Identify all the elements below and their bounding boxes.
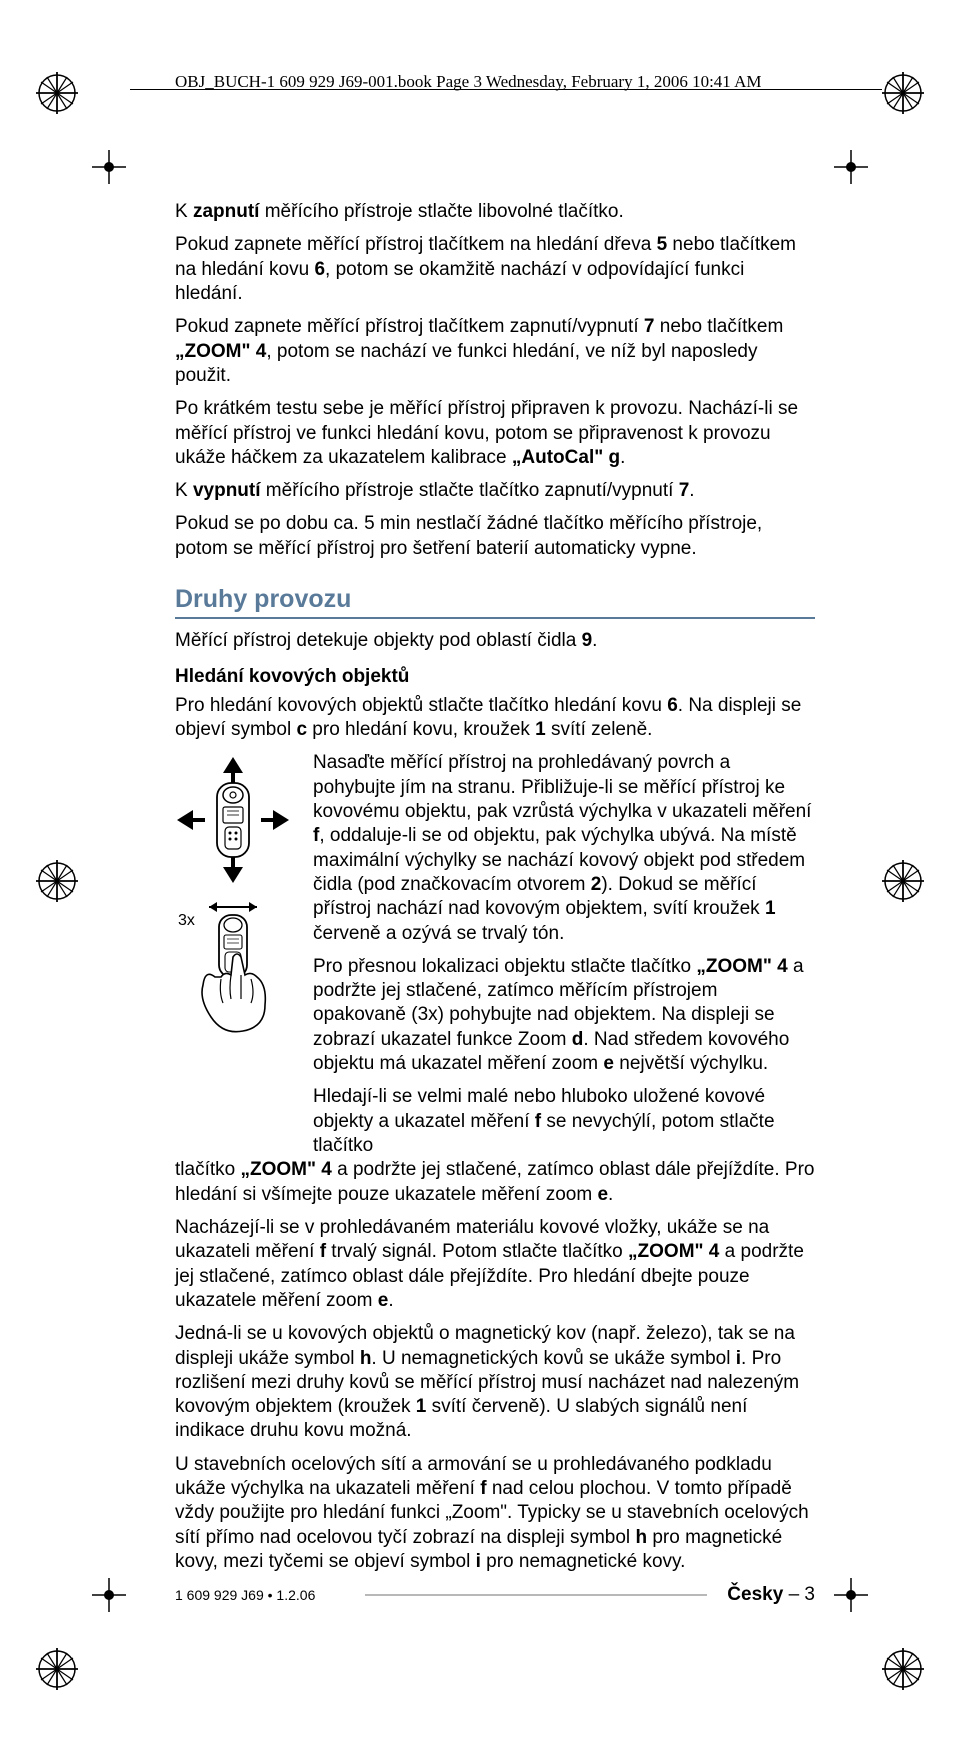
paragraph: Pro hledání kovových objektů stlačte tla…: [175, 694, 815, 743]
paragraph: Hledají-li se velmi malé nebo hluboko ul…: [313, 1085, 815, 1158]
page: OBJ_BUCH-1 609 929 J69-001.book Page 3 W…: [0, 0, 960, 1762]
footer-page: 3: [804, 1584, 815, 1606]
paragraph: K vypnutí měřícího přístroje stlačte tla…: [175, 479, 815, 503]
paragraph: Pokud zapnete měřící přístroj tlačítkem …: [175, 315, 815, 388]
footer-lang: Česky: [727, 1584, 783, 1606]
heading-druhy-provozu: Druhy provozu: [175, 583, 815, 615]
edge-mark-icon: [92, 150, 126, 184]
paragraph: Pokud zapnete měřící přístroj tlačítkem …: [175, 233, 815, 306]
footer-rule: [365, 1594, 707, 1596]
device-arrows-icon: [175, 755, 291, 885]
paragraph: Pokud se po dobu ca. 5 min nestlačí žádn…: [175, 512, 815, 561]
content: K zapnutí měřícího přístroje stlačte lib…: [175, 200, 815, 1583]
edge-mark-icon: [92, 1578, 126, 1612]
paragraph: U stavebních ocelových sítí a armování s…: [175, 1453, 815, 1575]
subheading-hledani: Hledání kovových objektů: [175, 665, 815, 689]
crop-mark-icon: [882, 72, 924, 114]
paragraph: Nacházejí-li se v prohledávaném materiál…: [175, 1216, 815, 1313]
edge-mark-icon: [834, 150, 868, 184]
illustration-block: 3x: [175, 751, 815, 1158]
edge-mark-icon: [834, 1578, 868, 1612]
crop-mark-icon: [36, 860, 78, 902]
paragraph: K zapnutí měřícího přístroje stlačte lib…: [175, 200, 815, 224]
header-text: OBJ_BUCH-1 609 929 J69-001.book Page 3 W…: [175, 72, 762, 92]
footer: 1 609 929 J69 • 1.2.06 Česky – 3: [175, 1584, 815, 1606]
device-hand-icon: 3x: [175, 899, 291, 1039]
heading-rule: [175, 617, 815, 619]
crop-mark-icon: [36, 72, 78, 114]
paragraph: Pro přesnou lokalizaci objektu stlačte t…: [313, 955, 815, 1077]
crop-mark-icon: [882, 1648, 924, 1690]
paragraph: tlačítko „ZOOM" 4 a podržte jej stlačené…: [175, 1158, 815, 1207]
crop-mark-icon: [882, 860, 924, 902]
paragraph: Po krátkém testu sebe je měřící přístroj…: [175, 397, 815, 470]
paragraph: Jedná-li se u kovových objektů o magneti…: [175, 1322, 815, 1444]
crop-mark-icon: [36, 1648, 78, 1690]
paragraph: Nasaďte měřící přístroj na prohledávaný …: [313, 751, 815, 946]
paragraph: Měřící přístroj detekuje objekty pod obl…: [175, 629, 815, 653]
footer-docnum: 1 609 929 J69 • 1.2.06: [175, 1587, 365, 1603]
label-3x: 3x: [178, 911, 195, 931]
